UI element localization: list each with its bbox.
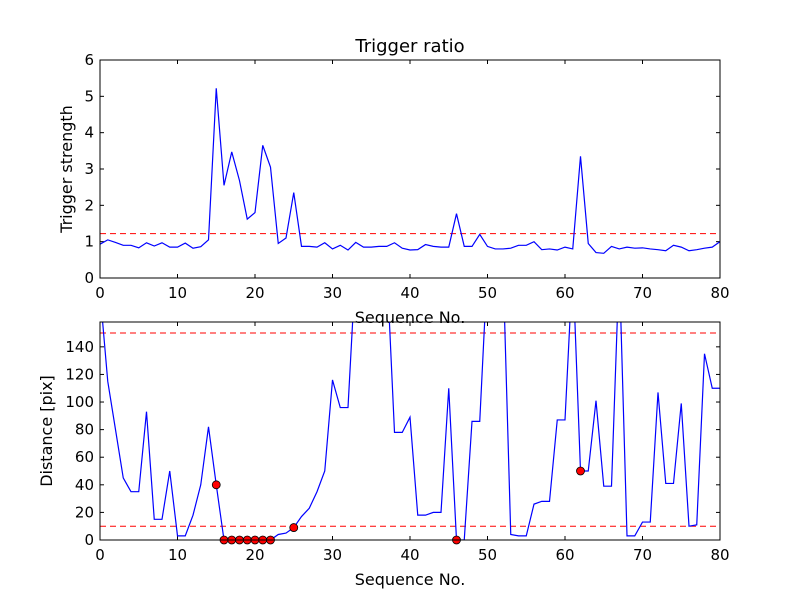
y-tick-label: 100: [65, 393, 94, 411]
y-tick-label: 120: [65, 365, 94, 383]
y-tick-label: 5: [84, 87, 94, 105]
distance-chart: 0 10 20 30 40 50 60 70 80 0 20 40 60 80 100 120 140 Sequ…: [37, 321, 730, 589]
x-tick-label: 80: [710, 284, 729, 302]
x-tick-label: 20: [245, 284, 264, 302]
top-y-axis-label: Trigger strength: [57, 105, 76, 234]
x-tick-label: 40: [400, 546, 419, 564]
trigger-marker: [211, 480, 221, 490]
x-tick-label: 0: [95, 546, 105, 564]
x-tick-label: 30: [323, 284, 342, 302]
y-tick-label: 6: [84, 51, 94, 69]
trigger-strength-series: [100, 88, 720, 254]
y-tick-label: 60: [75, 448, 94, 466]
y-tick-label: 40: [75, 476, 94, 494]
x-tick-label: 0: [95, 284, 105, 302]
x-tick-label: 30: [323, 546, 342, 564]
top-axes-ticks: 0 10 20 30 40 50 60 70 80 0 1 2 3 4 5 6: [84, 51, 729, 302]
y-tick-label: 4: [84, 124, 94, 142]
bottom-y-axis-label: Distance [pix]: [37, 375, 56, 487]
trigger-marker: [576, 466, 585, 476]
y-tick-label: 2: [84, 196, 94, 214]
x-tick-label: 20: [245, 546, 264, 564]
bottom-x-axis-label: Sequence No.: [355, 570, 466, 589]
y-tick-label: 20: [75, 503, 94, 521]
x-tick-label: 10: [168, 284, 187, 302]
x-tick-label: 40: [400, 284, 419, 302]
x-tick-label: 50: [478, 546, 497, 564]
bottom-axes-frame: [99, 321, 721, 541]
y-tick-label: 0: [84, 531, 94, 549]
x-tick-label: 70: [633, 284, 652, 302]
x-tick-label: 60: [555, 546, 574, 564]
y-tick-label: 140: [65, 338, 94, 356]
x-tick-label: 80: [710, 546, 729, 564]
x-tick-label: 60: [555, 284, 574, 302]
x-tick-label: 50: [478, 284, 497, 302]
y-tick-label: 1: [84, 233, 94, 251]
top-axes-frame: [99, 59, 721, 279]
x-tick-label: 70: [633, 546, 652, 564]
trigger-marker: [289, 523, 299, 532]
y-tick-label: 0: [84, 269, 94, 287]
distance-series: [102, 322, 720, 540]
chart-title: Trigger ratio: [354, 36, 464, 57]
y-tick-label: 80: [75, 421, 94, 439]
x-tick-label: 10: [168, 546, 187, 564]
bottom-axes-ticks: 0 10 20 30 40 50 60 70 80 0 20 40 60 80 100 120 140: [65, 322, 730, 564]
y-tick-label: 3: [84, 160, 94, 178]
